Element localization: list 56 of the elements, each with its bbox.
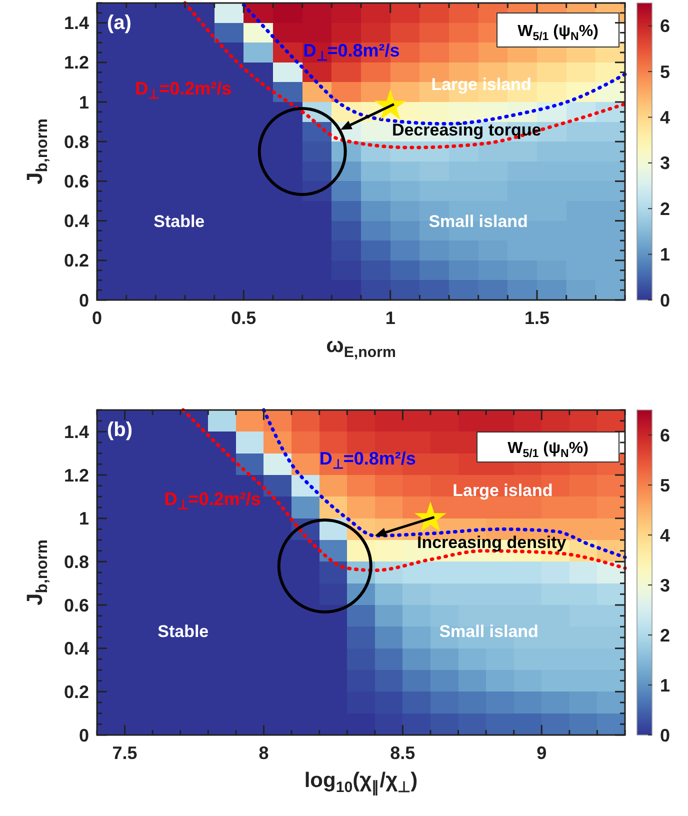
y-tick-label: 0.8: [64, 132, 89, 152]
x-tick-label: 1: [385, 308, 396, 328]
color-bar-label: 0: [660, 725, 670, 746]
color-bar-label: 1: [660, 675, 670, 696]
y-tick-label: 1.4: [64, 422, 89, 442]
series-label: D$_{⊥}$=0.2m²/s: [164, 488, 261, 512]
y-tick-label: 0.2: [64, 250, 89, 271]
color-bar-label: 2: [660, 198, 670, 219]
annotation: Stable: [154, 212, 205, 231]
annotation: Stable: [158, 622, 209, 641]
x-tick-label: 0: [92, 308, 102, 328]
color-bar-label: 3: [660, 575, 670, 596]
color-bar-title: W$_{5/1}$ (ψ$_{N}$%): [508, 440, 588, 460]
x-tick-label: 8: [258, 743, 269, 763]
x-tick-label: 7.5: [112, 743, 138, 763]
y-tick-label: 0.4: [64, 211, 89, 232]
x-axis-title: ω$_{E,norm}$: [326, 334, 396, 360]
y-tick-label: 0.4: [64, 638, 89, 659]
annotation: Large island: [452, 481, 553, 500]
x-tick-label: 9: [536, 743, 547, 763]
series-label: D$_{⊥}$=0.2m²/s: [135, 78, 232, 102]
color-bar-label: 4: [660, 108, 670, 128]
annotation: Large island: [431, 75, 532, 94]
y-tick-label: 0.8: [64, 552, 89, 572]
annotation: (b): [107, 419, 133, 441]
color-bar-label: 3: [660, 153, 670, 174]
annotation: Increasing density: [416, 533, 567, 552]
x-tick-label: 0.5: [231, 308, 256, 328]
y-tick-label: 0: [78, 290, 89, 310]
color-bar-label: 6: [660, 16, 670, 36]
x-tick-label: 8.5: [390, 743, 416, 763]
color-bar-label: 5: [660, 475, 670, 496]
x-tick-label: 1.5: [524, 308, 550, 328]
annotation: Small island: [428, 212, 528, 231]
y-tick-label: 1: [78, 92, 89, 112]
series-label: D$_{⊥}$=0.8m²/s: [319, 448, 416, 472]
y-tick-label: 0.6: [64, 172, 89, 192]
y-tick-label: 1.2: [64, 52, 89, 73]
color-bar-label: 0: [660, 290, 670, 310]
y-tick-label: 0.2: [64, 682, 89, 702]
color-bar-title: W$_{5/1}$ (ψ$_{N}$%): [518, 23, 598, 43]
y-tick-label: 1: [78, 508, 89, 529]
series-label: D$_{⊥}$=0.8m²/s: [303, 40, 400, 64]
y-tick-label: 1.4: [64, 13, 89, 34]
y-tick-label: 0: [78, 725, 89, 746]
annotation: (a): [107, 12, 132, 34]
color-bar-label: 4: [660, 525, 670, 546]
color-bar-label: 2: [660, 625, 670, 646]
annotation: Decreasing torque: [392, 120, 542, 140]
color-bar-label: 5: [660, 62, 670, 82]
annotation: Small island: [439, 622, 538, 641]
y-tick-label: 1.2: [64, 465, 89, 486]
x-axis-title: log$_{10}$(χ$_{∥}$/χ$_{⊥}$): [304, 769, 418, 796]
color-bar-label: 1: [660, 244, 670, 265]
color-bar-label: 6: [660, 425, 670, 446]
y-tick-label: 0.6: [64, 595, 89, 616]
